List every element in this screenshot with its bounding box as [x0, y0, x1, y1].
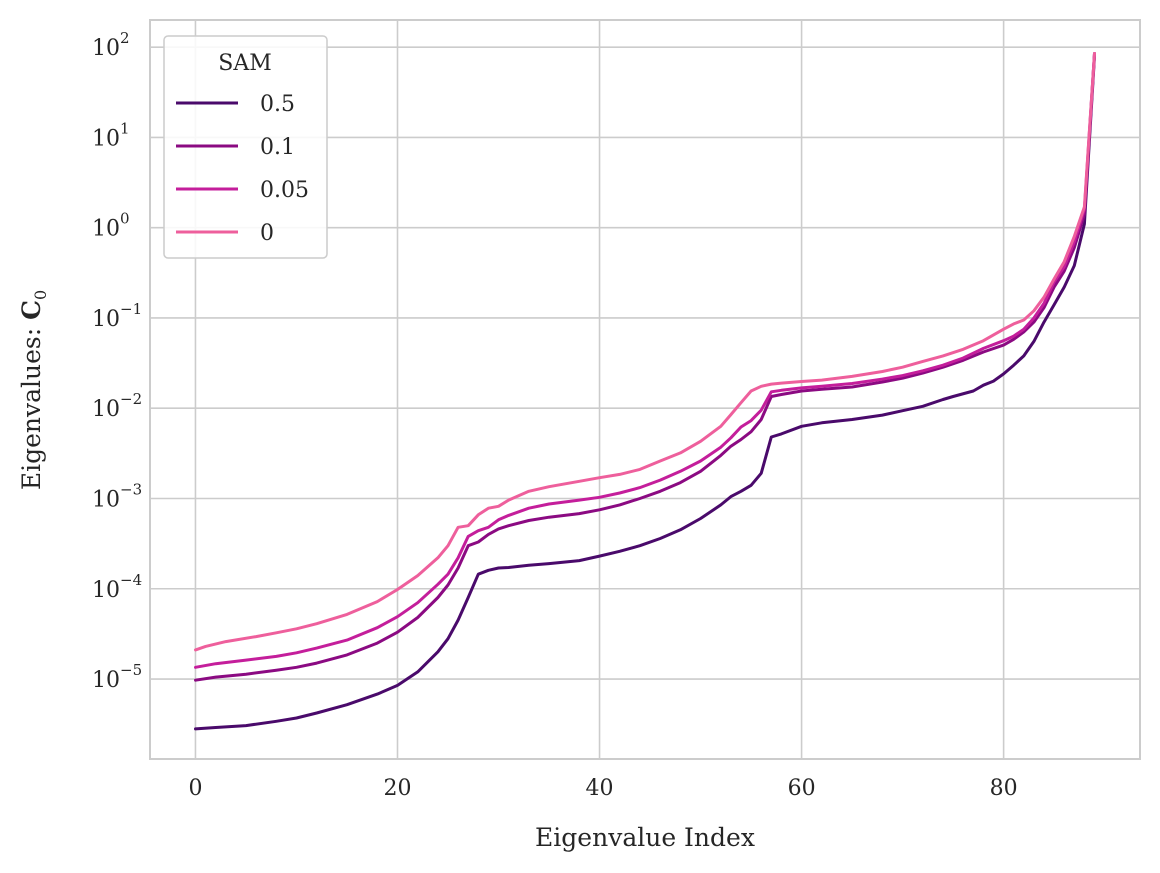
- y-tick-base: 10: [92, 578, 120, 603]
- y-tick-label: 102: [92, 29, 130, 61]
- y-tick-label: 101: [92, 119, 130, 151]
- plot-frame: [149, 19, 1141, 760]
- y-tick-exponent: 1: [120, 119, 130, 137]
- y-tick-exponent: −4: [120, 571, 142, 589]
- y-tick-exponent: −2: [120, 390, 142, 408]
- x-tick-label: 0: [188, 776, 202, 801]
- legend-label-0.1: 0.1: [260, 135, 295, 160]
- y-axis-title-symbol: C: [17, 300, 46, 320]
- x-axis-title: Eigenvalue Index: [535, 823, 755, 852]
- y-tick-label: 10−2: [92, 390, 142, 422]
- x-tick-label: 40: [586, 776, 614, 801]
- legend-items: 0.5 0.1 0.05 0: [176, 92, 309, 246]
- y-tick-exponent: 2: [120, 29, 130, 47]
- legend-title: SAM: [218, 51, 272, 76]
- y-tick-base: 10: [92, 397, 120, 422]
- y-tick-exponent: −1: [120, 300, 142, 318]
- y-axis-title-prefix: Eigenvalues:: [17, 320, 46, 490]
- y-tick-label: 100: [92, 210, 130, 242]
- x-tick-label: 60: [788, 776, 816, 801]
- series-line-0.05: [194, 52, 1096, 669]
- x-tick-label: 80: [990, 776, 1018, 801]
- y-tick-base: 10: [92, 217, 120, 242]
- legend-label-0.05: 0.05: [260, 178, 309, 203]
- legend-label-0.5: 0.5: [260, 92, 295, 117]
- y-tick-label: 10−1: [92, 300, 142, 332]
- y-tick-exponent: 0: [120, 210, 130, 228]
- grid: [150, 20, 1140, 759]
- legend-label-0: 0: [260, 221, 274, 246]
- y-tick-base: 10: [92, 307, 120, 332]
- series-line-0: [194, 52, 1096, 652]
- y-tick-exponent: −5: [120, 661, 142, 679]
- legend-frame: [163, 35, 328, 259]
- y-tick-base: 10: [92, 126, 120, 151]
- x-tick-labels: 0 20 40 60 80: [188, 776, 1017, 801]
- series-lines: [194, 52, 1096, 731]
- series-line-0.5: [194, 54, 1096, 731]
- y-tick-label: 10−4: [92, 571, 142, 603]
- y-tick-base: 10: [92, 668, 120, 693]
- series-line-0.1: [194, 52, 1096, 682]
- x-tick-label: 20: [384, 776, 412, 801]
- y-axis-title-subscript: 0: [31, 290, 50, 300]
- y-tick-label: 10−3: [92, 480, 142, 512]
- y-tick-label: 10−5: [92, 661, 142, 693]
- legend: SAM 0.5 0.1 0.05 0: [163, 35, 328, 259]
- y-tick-base: 10: [92, 487, 120, 512]
- y-tick-exponent: −3: [120, 480, 142, 498]
- y-axis-title: Eigenvalues: C0: [17, 290, 50, 490]
- y-tick-base: 10: [92, 36, 120, 61]
